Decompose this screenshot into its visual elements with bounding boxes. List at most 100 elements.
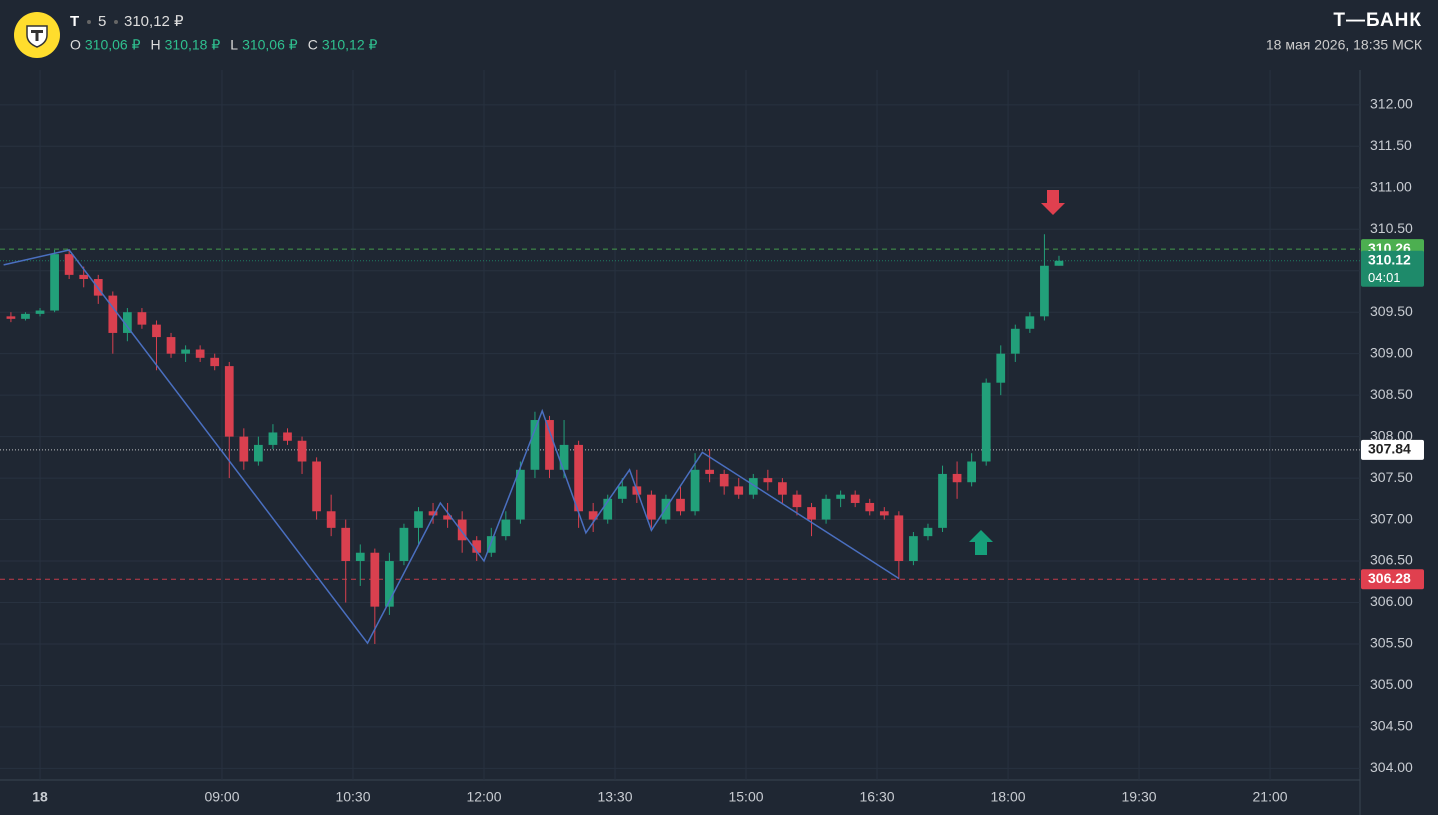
price-label: 310.12	[1368, 251, 1411, 267]
candle-body	[574, 444, 583, 512]
interval: 5	[98, 13, 106, 30]
datetime: 18 мая 2026, 18:35 МСК	[1266, 37, 1423, 53]
candle-body	[268, 432, 278, 445]
candle-body	[763, 478, 773, 483]
candle-body	[952, 473, 962, 483]
candle-body	[792, 494, 802, 508]
candle-body	[516, 469, 525, 520]
candle-body	[355, 552, 365, 562]
candle-body	[938, 473, 947, 528]
x-tick-label: 18:00	[991, 789, 1026, 805]
y-tick-label: 304.00	[1370, 759, 1413, 775]
candle-body	[778, 482, 787, 495]
ohlc-key: C	[308, 37, 318, 53]
candle-body	[108, 295, 118, 333]
y-tick-label: 311.00	[1370, 178, 1412, 194]
candle-body	[283, 432, 292, 441]
candle-body	[996, 353, 1006, 383]
y-tick-label: 305.50	[1370, 635, 1413, 651]
candle-body	[559, 444, 569, 470]
candle-body	[530, 420, 540, 470]
candle-body	[195, 349, 205, 358]
candle-body	[486, 536, 496, 553]
candle-body	[909, 536, 918, 562]
candle-body	[967, 461, 977, 483]
candle-body	[894, 515, 904, 562]
x-tick-label: 10:30	[335, 789, 370, 805]
x-tick-label: 15:00	[728, 789, 763, 805]
x-tick-label: 12:00	[466, 789, 501, 805]
candle-body	[443, 515, 452, 520]
grid	[0, 70, 1360, 780]
x-tick-label: 19:30	[1122, 789, 1157, 805]
candle-body	[617, 486, 627, 499]
candle-body	[865, 502, 875, 512]
candle-body	[399, 527, 409, 562]
candle-body	[370, 552, 380, 607]
ohlc-key: O	[70, 37, 81, 53]
candle-body	[326, 511, 336, 528]
x-tick-label: 09:00	[204, 789, 239, 805]
candle-body	[850, 494, 860, 503]
candle-body	[1054, 260, 1064, 266]
candle-body	[501, 519, 511, 537]
candle-body	[719, 473, 729, 487]
candle-body	[6, 316, 16, 319]
plot	[0, 234, 1360, 645]
candle-body	[312, 461, 321, 512]
buy-arrow	[969, 530, 993, 555]
candle-body	[385, 561, 394, 607]
y-tick-label: 308.50	[1370, 386, 1413, 402]
price-label-box	[1361, 439, 1424, 460]
candle-body	[603, 498, 613, 520]
candle-body	[64, 254, 74, 275]
x-tick-label: 21:00	[1253, 789, 1288, 805]
price-label: 307.84	[1368, 441, 1411, 457]
price-label: 306.28	[1368, 570, 1411, 586]
candle-body	[428, 511, 438, 516]
y-tick-label: 307.00	[1370, 510, 1413, 526]
candle-body	[647, 494, 656, 520]
ohlc-key: L	[230, 37, 238, 53]
candle-body	[224, 366, 234, 437]
y-tick-label: 307.50	[1370, 469, 1413, 485]
candle-body	[181, 349, 190, 354]
candle-body	[297, 440, 307, 462]
ohlc-key: H	[151, 37, 161, 53]
candle-body	[690, 469, 700, 512]
candle-body	[137, 312, 147, 325]
candle-body	[254, 444, 263, 462]
countdown: 04:01	[1368, 270, 1401, 285]
y-tick-label: 305.00	[1370, 676, 1413, 692]
candle-body	[807, 507, 816, 520]
y-tick-label: 309.50	[1370, 303, 1413, 319]
candle-body	[35, 310, 45, 314]
zigzag-line	[3, 249, 900, 645]
logo-letter	[31, 30, 43, 41]
candle-body	[21, 313, 30, 319]
candle-body	[1040, 265, 1049, 317]
ohlc-value: 310,12 ₽	[322, 37, 378, 53]
ohlc-value: 310,18 ₽	[165, 37, 221, 53]
candle-body	[1025, 316, 1035, 329]
ohlc-value: 310,06 ₽	[85, 37, 141, 53]
candle-body	[981, 382, 991, 462]
candle-body	[472, 540, 482, 553]
price-label-box	[1361, 250, 1424, 287]
candle-body	[545, 420, 554, 470]
candle-body	[588, 511, 598, 520]
candle-body	[457, 519, 467, 541]
candle-body	[239, 436, 249, 462]
ticker: T	[70, 13, 79, 30]
sep	[114, 20, 118, 24]
y-tick-label: 304.50	[1370, 718, 1413, 734]
sep	[87, 20, 91, 24]
y-tick-label: 310.50	[1370, 220, 1413, 236]
candle-body	[734, 486, 744, 495]
candle-body	[705, 469, 714, 474]
candle-body	[748, 478, 758, 495]
y-tick-label: 308.00	[1370, 427, 1413, 443]
price-label-box	[1361, 569, 1424, 590]
